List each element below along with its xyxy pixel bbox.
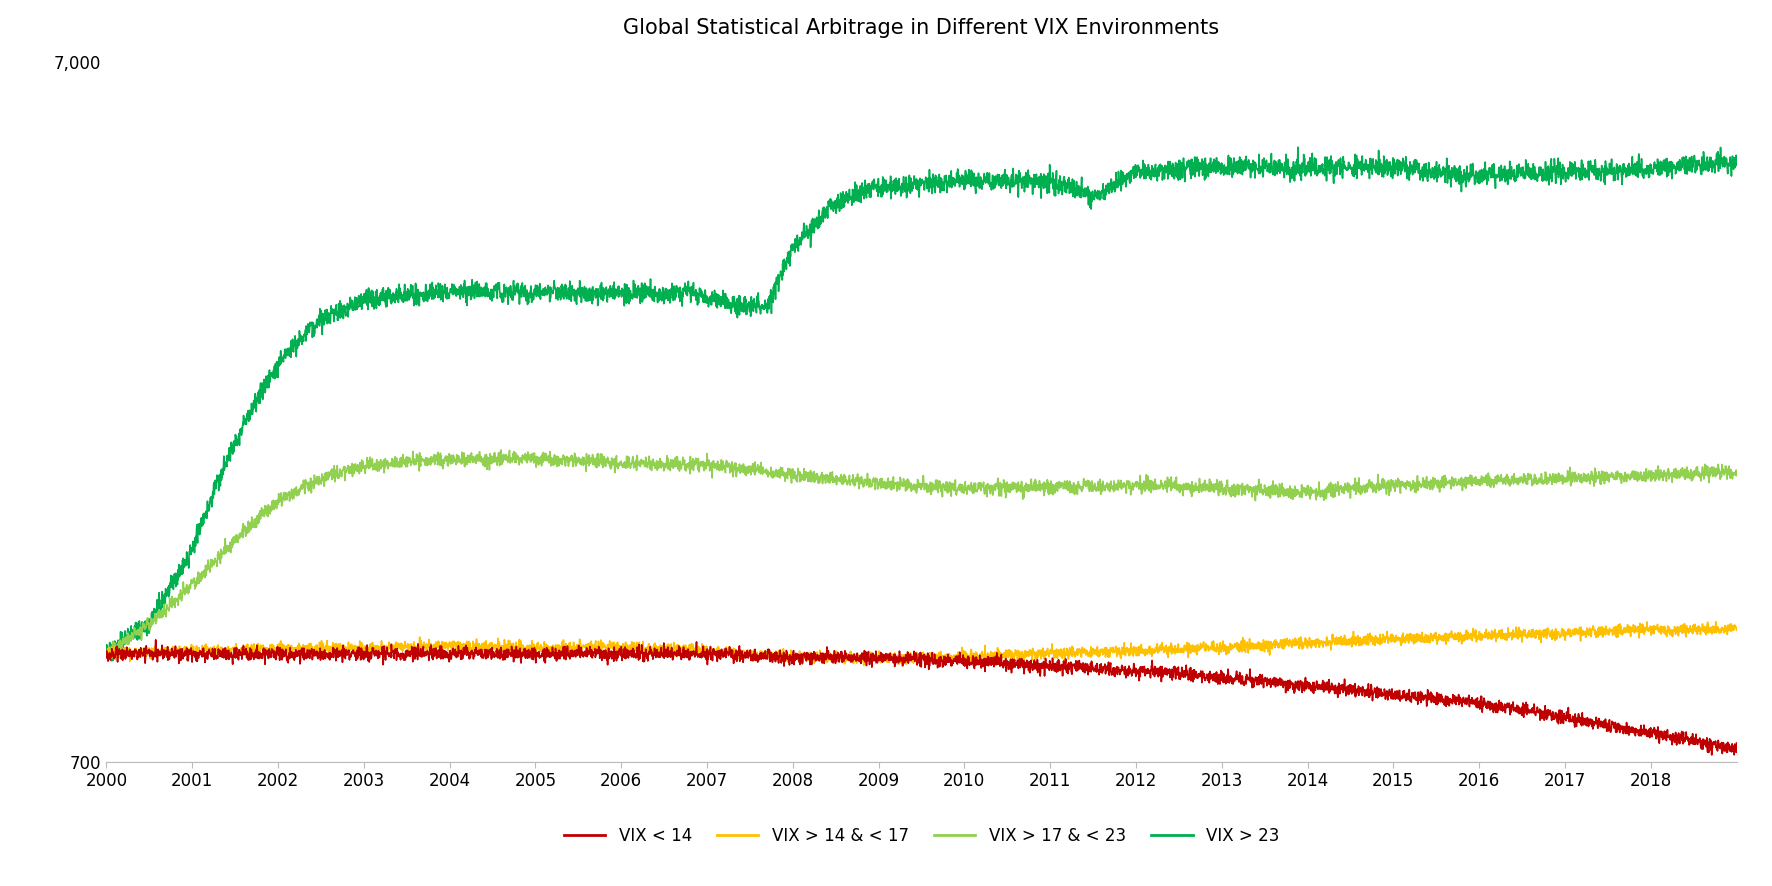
VIX > 14 & < 17 [544,645,565,656]
VIX < 14 [1683,735,1705,746]
VIX > 17 & < 23 [491,445,512,455]
VIX > 23 [1286,142,1308,152]
VIX > 14 & < 17 [852,660,874,671]
VIX > 14 & < 17 [1726,625,1747,635]
VIX > 14 & < 17 [1701,625,1722,635]
VIX > 17 & < 23 [464,456,486,467]
VIX > 14 & < 17 [1325,635,1347,646]
VIX > 23 [464,288,486,299]
VIX > 17 & < 23 [96,652,117,663]
VIX > 14 & < 17 [1717,629,1738,640]
VIX > 23 [1683,152,1705,163]
VIX > 17 & < 23 [1683,465,1705,476]
VIX > 23 [1726,158,1747,168]
VIX > 14 & < 17 [464,644,486,655]
Line: VIX > 14 & < 17: VIX > 14 & < 17 [106,622,1737,665]
VIX < 14 [1726,738,1747,749]
VIX > 23 [544,276,565,286]
VIX < 14 [96,649,117,660]
VIX > 23 [101,656,122,666]
VIX > 23 [1717,159,1738,170]
VIX > 17 & < 23 [544,449,565,460]
VIX < 14 [145,634,167,645]
VIX < 14 [544,650,565,661]
VIX > 17 & < 23 [96,646,117,657]
Title: Global Statistical Arbitrage in Different VIX Environments: Global Statistical Arbitrage in Differen… [624,19,1219,38]
Line: VIX < 14: VIX < 14 [106,640,1737,755]
VIX > 17 & < 23 [1701,468,1722,478]
VIX < 14 [1717,738,1738,749]
VIX > 14 & < 17 [1683,624,1705,634]
Legend: VIX < 14, VIX > 14 & < 17, VIX > 17 & < 23, VIX > 23: VIX < 14, VIX > 14 & < 17, VIX > 17 & < … [556,820,1286,851]
VIX > 23 [96,649,117,660]
VIX > 17 & < 23 [1717,474,1738,485]
VIX > 23 [1701,163,1722,174]
VIX > 17 & < 23 [1726,470,1747,481]
VIX < 14 [1325,688,1347,699]
Line: VIX > 23: VIX > 23 [106,147,1737,661]
VIX < 14 [1701,750,1722,760]
Line: VIX > 17 & < 23: VIX > 17 & < 23 [106,450,1737,657]
VIX > 17 & < 23 [1327,486,1348,496]
VIX > 14 & < 17 [96,648,117,658]
VIX > 23 [1327,167,1348,178]
VIX < 14 [464,644,486,655]
VIX < 14 [1701,740,1722,750]
VIX > 14 & < 17 [1705,617,1726,627]
